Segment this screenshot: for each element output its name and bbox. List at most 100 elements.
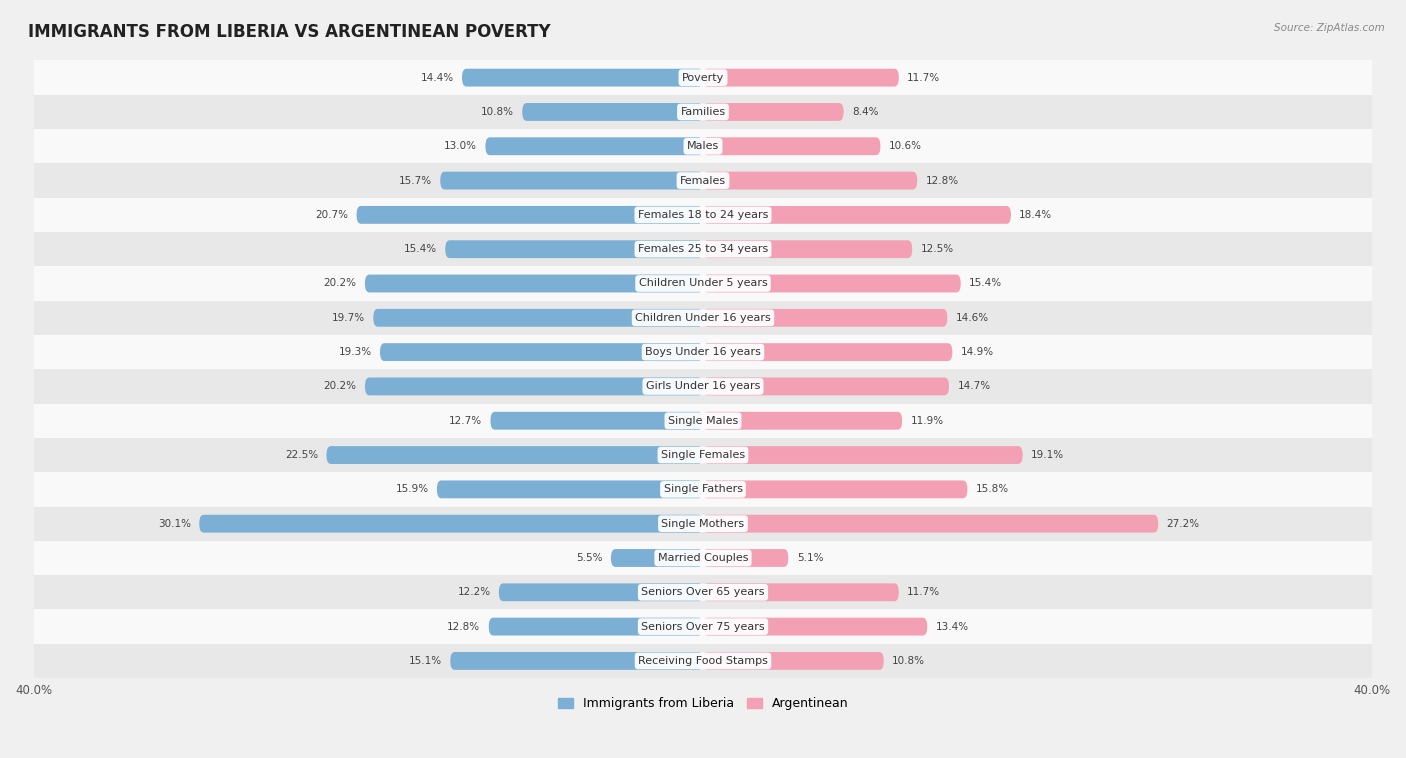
Text: 15.7%: 15.7% [399, 176, 432, 186]
Text: Single Mothers: Single Mothers [661, 518, 745, 528]
Bar [34, 164, 1372, 198]
Text: Girls Under 16 years: Girls Under 16 years [645, 381, 761, 391]
Text: Children Under 16 years: Children Under 16 years [636, 313, 770, 323]
FancyBboxPatch shape [491, 412, 703, 430]
FancyBboxPatch shape [450, 652, 703, 670]
Bar [34, 644, 1372, 678]
FancyBboxPatch shape [703, 446, 1022, 464]
Bar [34, 129, 1372, 164]
Bar [34, 232, 1372, 266]
FancyBboxPatch shape [366, 377, 703, 396]
Text: 11.9%: 11.9% [911, 415, 943, 426]
Bar [34, 472, 1372, 506]
FancyBboxPatch shape [703, 652, 884, 670]
FancyBboxPatch shape [703, 584, 898, 601]
Text: 19.3%: 19.3% [339, 347, 371, 357]
FancyBboxPatch shape [374, 309, 703, 327]
Text: 19.7%: 19.7% [332, 313, 366, 323]
Bar [34, 438, 1372, 472]
FancyBboxPatch shape [463, 69, 703, 86]
FancyBboxPatch shape [440, 171, 703, 190]
Text: 14.6%: 14.6% [956, 313, 988, 323]
FancyBboxPatch shape [612, 549, 703, 567]
Text: 20.7%: 20.7% [315, 210, 349, 220]
FancyBboxPatch shape [703, 137, 880, 155]
Text: Males: Males [688, 141, 718, 152]
Bar [34, 575, 1372, 609]
Text: 15.8%: 15.8% [976, 484, 1010, 494]
Text: 14.4%: 14.4% [420, 73, 454, 83]
FancyBboxPatch shape [703, 618, 928, 635]
Text: 15.4%: 15.4% [404, 244, 437, 254]
Bar [34, 266, 1372, 301]
FancyBboxPatch shape [366, 274, 703, 293]
FancyBboxPatch shape [357, 206, 703, 224]
Text: 19.1%: 19.1% [1031, 450, 1064, 460]
FancyBboxPatch shape [703, 206, 1011, 224]
Text: 12.8%: 12.8% [447, 622, 481, 631]
Text: 13.4%: 13.4% [935, 622, 969, 631]
Text: 5.5%: 5.5% [576, 553, 603, 563]
FancyBboxPatch shape [485, 137, 703, 155]
FancyBboxPatch shape [200, 515, 703, 533]
Text: 20.2%: 20.2% [323, 381, 357, 391]
Bar [34, 403, 1372, 438]
Text: 15.9%: 15.9% [395, 484, 429, 494]
FancyBboxPatch shape [703, 69, 898, 86]
Bar [34, 301, 1372, 335]
Text: Single Females: Single Females [661, 450, 745, 460]
FancyBboxPatch shape [703, 103, 844, 121]
Text: 20.2%: 20.2% [323, 278, 357, 289]
Legend: Immigrants from Liberia, Argentinean: Immigrants from Liberia, Argentinean [553, 692, 853, 715]
Text: 15.1%: 15.1% [409, 656, 441, 666]
Text: 5.1%: 5.1% [797, 553, 824, 563]
Text: 12.5%: 12.5% [921, 244, 953, 254]
Text: Poverty: Poverty [682, 73, 724, 83]
Bar [34, 609, 1372, 644]
FancyBboxPatch shape [446, 240, 703, 258]
Text: Seniors Over 65 years: Seniors Over 65 years [641, 587, 765, 597]
Text: 30.1%: 30.1% [157, 518, 191, 528]
Text: 10.8%: 10.8% [481, 107, 513, 117]
FancyBboxPatch shape [437, 481, 703, 498]
Text: IMMIGRANTS FROM LIBERIA VS ARGENTINEAN POVERTY: IMMIGRANTS FROM LIBERIA VS ARGENTINEAN P… [28, 23, 551, 41]
Text: Females 25 to 34 years: Females 25 to 34 years [638, 244, 768, 254]
Text: Boys Under 16 years: Boys Under 16 years [645, 347, 761, 357]
Bar [34, 540, 1372, 575]
Text: 12.8%: 12.8% [925, 176, 959, 186]
FancyBboxPatch shape [703, 240, 912, 258]
Text: Source: ZipAtlas.com: Source: ZipAtlas.com [1274, 23, 1385, 33]
Text: Females 18 to 24 years: Females 18 to 24 years [638, 210, 768, 220]
Text: Single Males: Single Males [668, 415, 738, 426]
Bar [34, 61, 1372, 95]
Bar [34, 198, 1372, 232]
Text: 15.4%: 15.4% [969, 278, 1002, 289]
FancyBboxPatch shape [499, 584, 703, 601]
FancyBboxPatch shape [703, 515, 1159, 533]
FancyBboxPatch shape [703, 343, 952, 361]
Text: 27.2%: 27.2% [1167, 518, 1199, 528]
Bar [34, 335, 1372, 369]
Text: 13.0%: 13.0% [444, 141, 477, 152]
Text: Married Couples: Married Couples [658, 553, 748, 563]
FancyBboxPatch shape [522, 103, 703, 121]
FancyBboxPatch shape [380, 343, 703, 361]
Text: Seniors Over 75 years: Seniors Over 75 years [641, 622, 765, 631]
Text: Females: Females [681, 176, 725, 186]
FancyBboxPatch shape [703, 549, 789, 567]
Text: 11.7%: 11.7% [907, 73, 941, 83]
FancyBboxPatch shape [703, 481, 967, 498]
Text: Children Under 5 years: Children Under 5 years [638, 278, 768, 289]
Text: 12.7%: 12.7% [449, 415, 482, 426]
Text: 10.8%: 10.8% [893, 656, 925, 666]
Bar [34, 506, 1372, 540]
Text: 14.9%: 14.9% [960, 347, 994, 357]
Text: 22.5%: 22.5% [285, 450, 318, 460]
Bar [34, 369, 1372, 403]
Text: Single Fathers: Single Fathers [664, 484, 742, 494]
FancyBboxPatch shape [703, 171, 917, 190]
FancyBboxPatch shape [703, 309, 948, 327]
FancyBboxPatch shape [703, 412, 903, 430]
Bar [34, 95, 1372, 129]
Text: 14.7%: 14.7% [957, 381, 990, 391]
